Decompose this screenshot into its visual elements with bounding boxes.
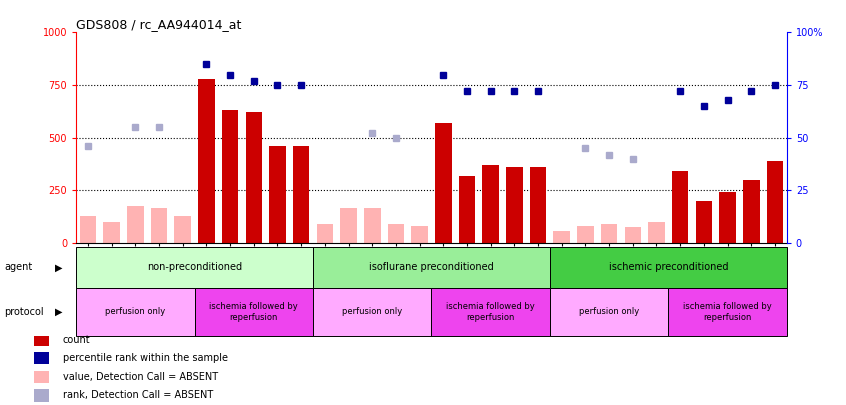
Text: perfusion only: perfusion only	[579, 307, 640, 316]
Bar	[293, 146, 310, 243]
Bar	[222, 110, 239, 243]
Bar	[553, 231, 570, 243]
Bar	[577, 226, 594, 243]
Bar	[766, 161, 783, 243]
Bar	[316, 224, 333, 243]
Text: value, Detection Call = ABSENT: value, Detection Call = ABSENT	[63, 372, 218, 382]
Bar	[340, 208, 357, 243]
Bar	[245, 113, 262, 243]
Bar	[668, 288, 787, 336]
Text: ischemia followed by
reperfusion: ischemia followed by reperfusion	[684, 302, 772, 322]
Bar	[364, 208, 381, 243]
Bar	[550, 288, 668, 336]
Bar	[34, 352, 49, 364]
Text: ▶: ▶	[55, 262, 63, 272]
Bar	[550, 247, 787, 288]
Bar	[695, 201, 712, 243]
Bar	[269, 146, 286, 243]
Text: ischemic preconditioned: ischemic preconditioned	[608, 262, 728, 272]
Bar	[313, 247, 550, 288]
Bar	[431, 288, 550, 336]
Text: non-preconditioned: non-preconditioned	[147, 262, 242, 272]
Text: percentile rank within the sample: percentile rank within the sample	[63, 353, 228, 363]
Bar	[743, 180, 760, 243]
Text: perfusion only: perfusion only	[342, 307, 403, 316]
Bar	[719, 192, 736, 243]
Bar	[482, 165, 499, 243]
Bar	[672, 171, 689, 243]
Text: protocol: protocol	[4, 307, 44, 317]
Bar	[103, 222, 120, 243]
Text: ▶: ▶	[55, 307, 63, 317]
Bar	[76, 247, 313, 288]
Bar	[624, 227, 641, 243]
Bar	[198, 79, 215, 243]
Text: isoflurane preconditioned: isoflurane preconditioned	[369, 262, 494, 272]
Bar	[648, 222, 665, 243]
Text: agent: agent	[4, 262, 32, 272]
Bar	[313, 288, 431, 336]
Bar	[127, 206, 144, 243]
Bar	[530, 167, 547, 243]
Text: ischemia followed by
reperfusion: ischemia followed by reperfusion	[447, 302, 535, 322]
Bar	[80, 215, 96, 243]
Text: GDS808 / rc_AA944014_at: GDS808 / rc_AA944014_at	[76, 18, 241, 31]
Bar	[34, 333, 49, 346]
Bar	[435, 123, 452, 243]
Bar	[76, 288, 195, 336]
Text: ischemia followed by
reperfusion: ischemia followed by reperfusion	[210, 302, 298, 322]
Bar	[195, 288, 313, 336]
Bar	[34, 389, 49, 402]
Bar	[34, 371, 49, 383]
Bar	[601, 224, 618, 243]
Text: rank, Detection Call = ABSENT: rank, Detection Call = ABSENT	[63, 390, 213, 401]
Bar	[506, 167, 523, 243]
Text: count: count	[63, 335, 91, 345]
Bar	[387, 224, 404, 243]
Bar	[174, 215, 191, 243]
Bar	[151, 208, 168, 243]
Bar	[411, 226, 428, 243]
Text: perfusion only: perfusion only	[105, 307, 166, 316]
Bar	[459, 176, 475, 243]
